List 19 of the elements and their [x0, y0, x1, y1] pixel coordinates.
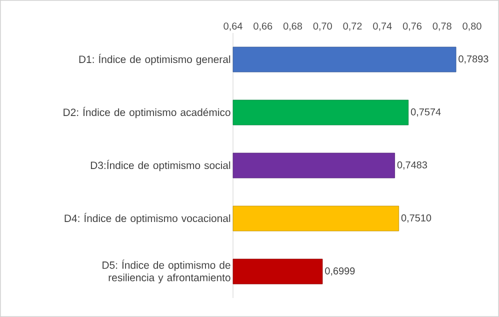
y-tick-label: D5: Índice de optimismo de resiliencia y afrontamiento [102, 260, 230, 284]
x-tick-label: 0,70 [313, 22, 332, 31]
x-tick-label: 0,74 [373, 22, 392, 31]
x-tick-label: 0,78 [432, 22, 452, 31]
data-label: 0,6999 [325, 267, 355, 276]
y-tick-label: D3:Índice de optimismo social [90, 160, 230, 172]
x-tick-label: 0,76 [402, 22, 422, 31]
data-label: 0,7483 [397, 161, 427, 170]
x-tick-label: 0,80 [462, 22, 482, 31]
x-tick-label: 0,72 [343, 22, 362, 31]
y-tick-label: D1: Índice de optimismo general [79, 54, 230, 66]
x-tick-label: 0,68 [283, 22, 302, 31]
x-tick-label: 0,64 [224, 22, 242, 31]
x-tick-label: 0,66 [254, 22, 272, 31]
data-label: 0,7510 [401, 214, 432, 223]
y-tick-label: D4: Índice de optimismo vocacional [64, 212, 230, 224]
data-label: 0,7574 [410, 108, 441, 117]
data-label: 0,7893 [458, 55, 488, 64]
y-tick-label: D2: Índice de optimismo académico [64, 106, 230, 118]
